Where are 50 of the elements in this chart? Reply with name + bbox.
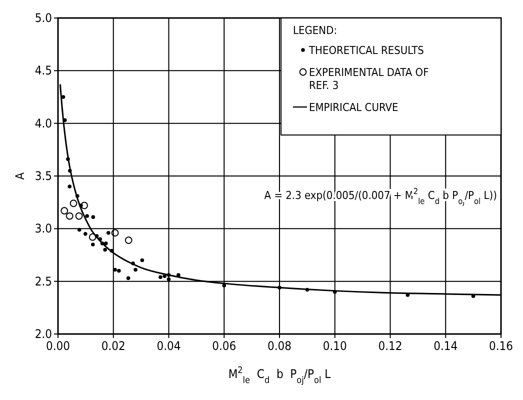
x-tick-label: 0.16 — [488, 339, 514, 353]
x-tick-label: 0.06 — [212, 339, 236, 353]
y-tick-label: 2.5 — [34, 274, 52, 288]
point — [75, 212, 83, 220]
point — [158, 275, 162, 280]
point — [68, 184, 72, 188]
point — [61, 95, 66, 99]
point — [77, 228, 82, 232]
point — [85, 214, 89, 218]
x-tick-label: 0.00 — [46, 339, 70, 353]
point — [176, 273, 180, 277]
point — [117, 268, 121, 273]
point — [124, 236, 132, 244]
point — [166, 277, 171, 282]
legend-label: EXPERIMENTAL DATA OF REF. 3 — [309, 66, 430, 92]
point — [162, 274, 166, 278]
point — [60, 207, 68, 214]
point — [126, 276, 130, 280]
legend-label: EMPIRICAL CURVE — [309, 101, 398, 114]
point — [70, 200, 78, 208]
point — [80, 202, 88, 210]
point — [66, 212, 74, 220]
x-tick-label: 0.02 — [101, 339, 126, 353]
point — [111, 229, 119, 237]
point — [106, 230, 110, 235]
y-tick-label: 4.0 — [34, 116, 52, 130]
y-tick-label: 2.0 — [34, 327, 52, 341]
y-tick-label: 3.5 — [34, 169, 52, 183]
y-axis-title: A — [13, 172, 27, 180]
point — [90, 242, 95, 246]
legend-title: LEGEND: — [293, 24, 338, 37]
y-tick-label: 3.0 — [34, 222, 52, 236]
y-tick-label: 4.5 — [34, 64, 52, 78]
point — [134, 268, 138, 272]
x-tick-label: 0.12 — [378, 339, 402, 353]
point — [91, 215, 96, 219]
text: M$^{2}$$_{le}$ C$_{d}$ b P$_{oj}$/P$_{ol}$ L — [228, 366, 331, 386]
point — [88, 233, 96, 241]
point — [222, 284, 226, 288]
legend-label: THEORETICAL RESULTS — [308, 44, 424, 57]
y-tick-label: 5.0 — [34, 11, 52, 25]
point — [84, 232, 88, 236]
point — [113, 268, 117, 272]
x-tick-label: 0.14 — [434, 339, 458, 353]
x-tick-label: 0.08 — [267, 339, 292, 353]
point — [104, 242, 108, 246]
point — [140, 258, 144, 262]
point — [103, 248, 107, 252]
x-tick-label: 0.04 — [156, 339, 181, 353]
x-tick-label: 0.10 — [322, 339, 348, 353]
